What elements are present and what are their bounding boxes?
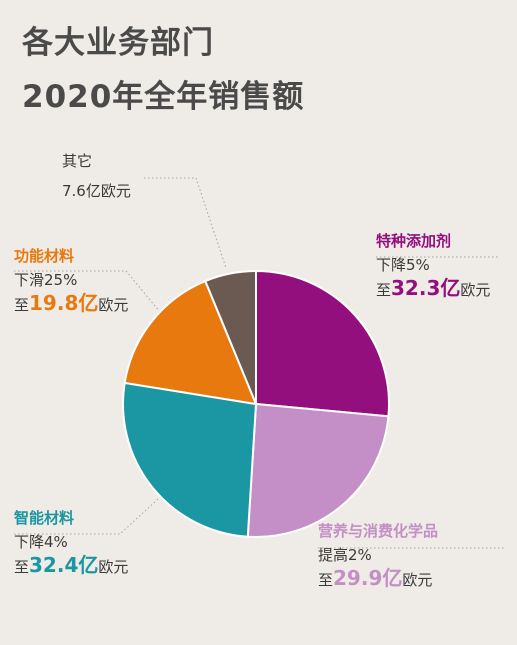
slice-change-specialty-additives: 下降5%	[376, 256, 430, 274]
slice-name-other: 其它	[62, 152, 93, 170]
suffix-specialty-additives: 欧元	[460, 281, 491, 299]
slice-value-nutrition-care: 29.9亿	[333, 566, 403, 590]
chart-title-line2: 2020年全年销售额	[22, 79, 305, 115]
slice-change-smart-materials: 下降4%	[14, 533, 68, 551]
prefix-functional-materials: 至	[14, 296, 30, 314]
suffix-smart-materials: 欧元	[98, 558, 129, 576]
slice-name-specialty-additives: 特种添加剂	[376, 232, 452, 250]
leader-other	[144, 177, 227, 269]
prefix-specialty-additives: 至	[376, 281, 392, 299]
leader-lines	[14, 177, 506, 549]
slice-other	[203, 269, 257, 405]
label-specialty-additives: 特种添加剂 下降5% 至32.3亿欧元	[376, 232, 490, 300]
slice-change-nutrition-care: 提高2%	[318, 546, 372, 564]
pie-slices	[122, 269, 390, 538]
slice-name-functional-materials: 功能材料	[14, 247, 75, 265]
label-nutrition-care: 营养与消费化学品 提高2% 至29.9亿欧元	[318, 522, 438, 590]
label-smart-materials: 智能材料 下降4% 至32.4亿欧元	[14, 509, 128, 577]
slice-nutrition-care	[246, 402, 390, 538]
prefix-nutrition-care: 至	[318, 571, 334, 589]
slice-name-nutrition-care: 营养与消费化学品	[318, 522, 439, 540]
slice-name-smart-materials: 智能材料	[14, 509, 75, 527]
label-functional-materials: 功能材料 下滑25% 至19.8亿欧元	[14, 247, 128, 315]
slice-smart-materials	[122, 381, 258, 538]
slice-value-smart-materials: 32.4亿	[29, 553, 99, 577]
suffix-functional-materials: 欧元	[98, 296, 129, 314]
suffix-nutrition-care: 欧元	[402, 571, 433, 589]
slice-functional-materials	[123, 279, 258, 406]
slice-change-functional-materials: 下滑25%	[14, 271, 78, 289]
label-other: 其它 7.6亿欧元	[62, 152, 131, 200]
slice-value-specialty-additives: 32.3亿	[391, 276, 461, 300]
prefix-smart-materials: 至	[14, 558, 30, 576]
slice-value-other: 7.6亿欧元	[62, 182, 131, 200]
chart-title-line1: 各大业务部门	[22, 25, 214, 61]
slice-value-functional-materials: 19.8亿	[29, 291, 99, 315]
leader-functional-materials	[14, 270, 161, 313]
slice-specialty-additives	[255, 269, 390, 418]
